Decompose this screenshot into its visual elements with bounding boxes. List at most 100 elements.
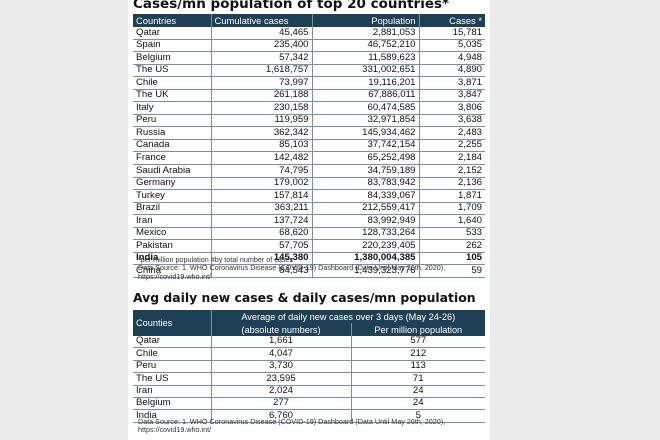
table-row: Pakistan 57,705 220,239,405 262 — [133, 239, 485, 253]
table-header-row: (absolute numbers) Per million populatio… — [133, 323, 485, 336]
table-row: Peru 119,959 32,971,854 3,638 — [133, 114, 485, 128]
cell-per-million: 212 — [350, 347, 485, 361]
cell-country: India — [133, 409, 211, 423]
cell-cumulative-cases: 261,188 — [210, 89, 312, 103]
table-row: Turkey 157,814 84,339,067 1,871 — [133, 189, 485, 203]
cell-cumulative-cases: 179,002 — [210, 177, 312, 191]
cell-cumulative-cases: 362,342 — [210, 126, 312, 140]
cell-country: Qatar — [133, 336, 211, 349]
table-row: Brazil 363,211 212,559,417 1,709 — [133, 202, 485, 216]
cell-country: India — [133, 252, 211, 266]
table2-title: Avg daily new cases & daily cases/mn pop… — [133, 290, 476, 305]
column-header-per-million-population: Per million population — [350, 323, 485, 336]
cell-population: 34,759,189 — [311, 164, 419, 178]
cell-population: 11,589,623 — [311, 51, 419, 65]
table1-footnotes: *per million population #by total number… — [138, 255, 483, 281]
cell-population: 32,971,854 — [311, 114, 419, 128]
footnote-legend: *per million population #by total number… — [138, 255, 294, 264]
cell-country: China — [133, 264, 211, 278]
cell-cumulative-cases: 157,814 — [210, 189, 312, 203]
cell-population: 220,239,405 — [311, 239, 419, 253]
cell-per-million: 24 — [350, 385, 485, 398]
cell-population: 212,559,417 — [311, 202, 419, 216]
cell-cumulative-cases: 230,158 — [210, 101, 312, 115]
cell-population: 1,439,323,776 — [311, 264, 419, 278]
cell-cumulative-cases: 137,724 — [210, 214, 312, 228]
cell-cases-per-million: 3,871 — [418, 76, 485, 90]
cell-cases-per-million: 2,255 — [418, 139, 485, 153]
cell-absolute-numbers: 23,595 — [210, 372, 351, 386]
daily-new-cases-table: Counties Average of daily new cases over… — [133, 310, 485, 423]
table-group-header-row: Counties Average of daily new cases over… — [133, 310, 485, 336]
cell-country: Qatar — [133, 27, 211, 40]
cell-cases-per-million: 1,871 — [418, 189, 485, 203]
table-row: The US 23,595 71 — [133, 372, 485, 386]
cell-cumulative-cases: 235,400 — [210, 39, 312, 53]
cell-cases-per-million: 2,184 — [418, 151, 485, 165]
cell-cases-per-million: 2,152 — [418, 164, 485, 178]
cell-population: 60,474,585 — [311, 101, 419, 115]
cell-country: France — [133, 151, 211, 165]
cell-population: 19,116,201 — [311, 76, 419, 90]
cell-cases-per-million: 15,781 — [418, 27, 485, 40]
cell-cumulative-cases: 74,795 — [210, 164, 312, 178]
cell-population: 331,002,651 — [311, 64, 419, 78]
cell-absolute-numbers: 1,661 — [210, 336, 351, 349]
cell-cases-per-million: 105 — [418, 252, 485, 266]
cell-country: Chile — [133, 347, 211, 361]
cell-country: Peru — [133, 360, 211, 374]
cell-cumulative-cases: 68,620 — [210, 227, 312, 241]
cell-cumulative-cases: 119,959 — [210, 114, 312, 128]
table-row: Iran 137,724 83,992,949 1,640 — [133, 214, 485, 228]
table-row: Germany 179,002 83,783,942 2,136 — [133, 177, 485, 191]
cell-population: 67,886,011 — [311, 89, 419, 103]
cell-country: Brazil — [133, 202, 211, 216]
table-row: Chile 4,047 212 — [133, 347, 485, 361]
cell-country: Canada — [133, 139, 211, 153]
table-row: Canada 85,103 37,742,154 2,255 — [133, 139, 485, 153]
cell-cumulative-cases: 85,103 — [210, 139, 312, 153]
cell-cases-per-million: 3,806 — [418, 101, 485, 115]
cell-absolute-numbers: 4,047 — [210, 347, 351, 361]
table-row: Italy 230,158 60,474,585 3,806 — [133, 101, 485, 115]
table2-footnote: Data Source: 1. WHO Coronavirus Disease … — [138, 417, 446, 435]
cell-country: Italy — [133, 101, 211, 115]
cell-country: The US — [133, 64, 211, 78]
cell-country: Iran — [133, 214, 211, 228]
cell-cumulative-cases: 363,211 — [210, 202, 312, 216]
column-header-cases-per-million: Cases * — [418, 14, 485, 27]
table-row: India 6,760 5 — [133, 409, 485, 423]
cell-cases-per-million: 59 — [418, 264, 485, 278]
cell-absolute-numbers: 277 — [210, 397, 351, 411]
cell-per-million: 113 — [350, 360, 485, 374]
cell-population: 84,339,067 — [311, 189, 419, 203]
cell-absolute-numbers: 6,760 — [210, 409, 351, 423]
group-header-average-daily-cases: Average of daily new cases over 3 days (… — [210, 310, 485, 323]
cell-country: Iran — [133, 385, 211, 398]
cell-country: Turkey — [133, 189, 211, 203]
cell-country: Germany — [133, 177, 211, 191]
cell-cases-per-million: 4,948 — [418, 51, 485, 65]
cell-population: 46,752,210 — [311, 39, 419, 53]
cell-cumulative-cases: 57,705 — [210, 239, 312, 253]
cell-population: 128,733,264 — [311, 227, 419, 241]
cell-absolute-numbers: 3,730 — [210, 360, 351, 374]
table-row: Chile 73,997 19,116,201 3,871 — [133, 76, 485, 90]
cell-cases-per-million: 3,638 — [418, 114, 485, 128]
cell-cases-per-million: 262 — [418, 239, 485, 253]
cell-country: Spain — [133, 39, 211, 53]
cell-country: Saudi Arabia — [133, 164, 211, 178]
table-row: The US 1,618,757 331,002,651 4,890 — [133, 64, 485, 78]
table-row: Qatar 45,465 2,881,053 15,781 — [133, 27, 485, 40]
cell-country: Belgium — [133, 397, 211, 411]
cell-population: 145,934,462 — [311, 126, 419, 140]
cell-population: 37,742,154 — [311, 139, 419, 153]
column-header-population: Population — [311, 14, 419, 27]
table-row: Peru 3,730 113 — [133, 360, 485, 374]
cell-per-million: 71 — [350, 372, 485, 386]
cell-cases-per-million: 2,136 — [418, 177, 485, 191]
table-row: The UK 261,188 67,886,011 3,847 — [133, 89, 485, 103]
table-row: Belgium 57,342 11,589,623 4,948 — [133, 51, 485, 65]
table-row: France 142,482 65,252,498 2,184 — [133, 151, 485, 165]
table-row: Mexico 68,620 128,733,264 533 — [133, 227, 485, 241]
